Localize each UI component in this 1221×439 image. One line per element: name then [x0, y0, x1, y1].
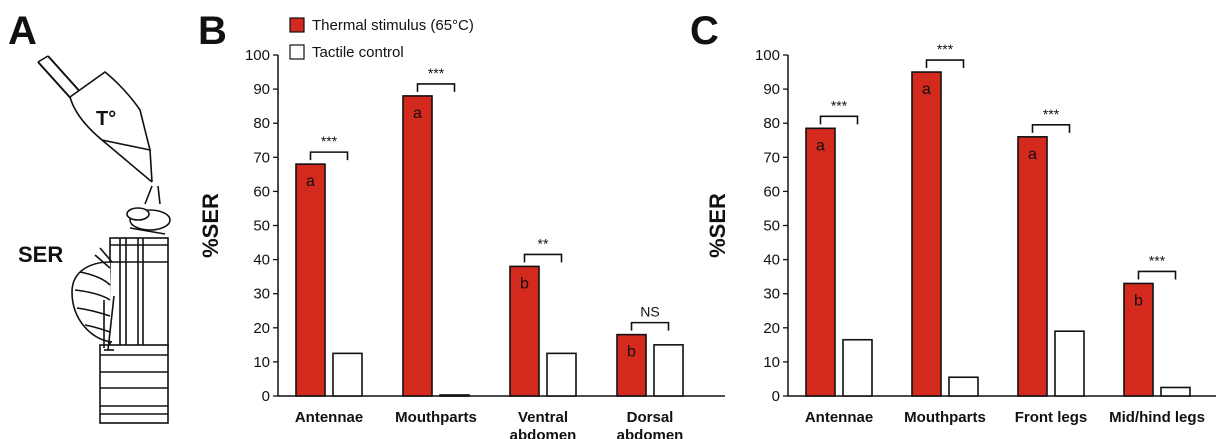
bee-abdomen-icon [71, 247, 115, 351]
category-label: abdomen [617, 427, 684, 439]
category-label: Mouthparts [395, 409, 477, 426]
y-tick-label: 0 [772, 388, 780, 405]
bar-thermal [295, 163, 326, 397]
bar-tactile [948, 376, 979, 397]
significance-bracket [523, 253, 563, 263]
y-tick-label: 30 [253, 286, 270, 303]
legend-swatch-tactile [289, 44, 305, 60]
category-label: Antennae [295, 409, 363, 426]
legend-label-thermal: Thermal stimulus (65°C) [312, 17, 474, 34]
bar-tactile [653, 344, 684, 397]
significance-label: *** [831, 97, 848, 113]
y-tick-label: 20 [763, 320, 780, 337]
y-tick-label: 20 [253, 320, 270, 337]
bar-group-letter: a [1028, 146, 1037, 163]
significance-label: *** [321, 133, 338, 149]
chart-c: 0 10 20 30 40 50 60 70 80 90 100 %SER a *** Antennae a *… [705, 41, 1216, 426]
bar-thermal [805, 127, 836, 397]
panel-letter-a: A [8, 9, 37, 53]
y-tick-label: 10 [253, 354, 270, 371]
bar-thermal [402, 95, 433, 397]
category-label: Ventral [518, 409, 568, 426]
significance-label: NS [640, 304, 659, 320]
y-tick-label: 90 [253, 81, 270, 98]
thermal-probe-icon: T° [37, 55, 153, 183]
bar-group-letter: a [413, 105, 422, 122]
y-tick-label: 70 [253, 149, 270, 166]
y-tick-label: 50 [763, 218, 780, 235]
significance-bracket [309, 151, 349, 161]
bar-group-letter: b [627, 344, 636, 361]
significance-bracket [416, 83, 456, 92]
bar-group-letter: a [922, 81, 931, 98]
bar-group-letter: b [520, 275, 529, 292]
significance-label: ** [538, 235, 549, 251]
category-label: Mid/hind legs [1109, 409, 1205, 426]
significance-bracket [1137, 270, 1177, 280]
significance-bracket [819, 115, 859, 125]
category-label: Mouthparts [904, 409, 986, 426]
bar-group-letter: a [306, 173, 315, 190]
bar-tactile [1160, 386, 1191, 397]
legend-label-tactile: Tactile control [312, 44, 404, 61]
y-tick-label: 80 [253, 115, 270, 132]
y-tick-label: 0 [262, 388, 270, 405]
panel-letter-b: B [198, 9, 227, 53]
significance-label: *** [428, 65, 445, 81]
bar-thermal [616, 333, 647, 397]
y-tick-label: 40 [253, 252, 270, 269]
y-tick-label: 50 [253, 218, 270, 235]
bar-tactile [439, 394, 470, 397]
y-tick-label: 80 [763, 115, 780, 132]
honeybee-stimulation-illustration: T° [18, 55, 171, 424]
chart-b: 0 10 20 30 40 50 60 70 80 90 100 %SER a *** Antennae a *… [198, 47, 725, 439]
y-tick-label: 60 [763, 183, 780, 200]
ser-label: SER [18, 242, 63, 267]
y-tick-label: 10 [763, 354, 780, 371]
probe-temperature-label: T° [96, 108, 116, 130]
y-tick-label: 70 [763, 149, 780, 166]
y-tick-label: 60 [253, 183, 270, 200]
bar-thermal [1017, 136, 1048, 397]
bee-holder-tube-icon [99, 237, 169, 424]
panel-letter-c: C [690, 9, 719, 53]
y-tick-label: 100 [755, 47, 780, 64]
bar-tactile [546, 352, 577, 397]
y-tick-label: 40 [763, 252, 780, 269]
bee-head-icon [126, 185, 171, 235]
significance-bracket [1031, 124, 1071, 133]
significance-label: *** [937, 41, 954, 57]
bar-tactile [842, 338, 873, 397]
category-label: Antennae [805, 409, 873, 426]
y-axis-label: %SER [705, 193, 730, 258]
y-tick-label: 90 [763, 81, 780, 98]
category-label: Dorsal [627, 409, 674, 426]
bar-thermal [1123, 282, 1154, 397]
significance-label: *** [1043, 106, 1060, 122]
bar-group-letter: b [1134, 292, 1143, 309]
bar-thermal [509, 265, 540, 397]
category-label: abdomen [510, 427, 577, 439]
bar-tactile [332, 352, 363, 397]
y-axis-label: %SER [198, 193, 223, 258]
bar-group-letter: a [816, 137, 825, 154]
category-label: Front legs [1015, 409, 1088, 426]
significance-bracket [925, 59, 965, 69]
significance-label: *** [1149, 252, 1166, 268]
legend-swatch-thermal [289, 17, 305, 33]
y-tick-label: 100 [245, 47, 270, 64]
bar-tactile [1054, 330, 1085, 397]
bar-thermal [911, 71, 942, 397]
legend: Thermal stimulus (65°C) Tactile control [289, 17, 474, 61]
significance-bracket [630, 321, 670, 331]
y-tick-label: 30 [763, 286, 780, 303]
